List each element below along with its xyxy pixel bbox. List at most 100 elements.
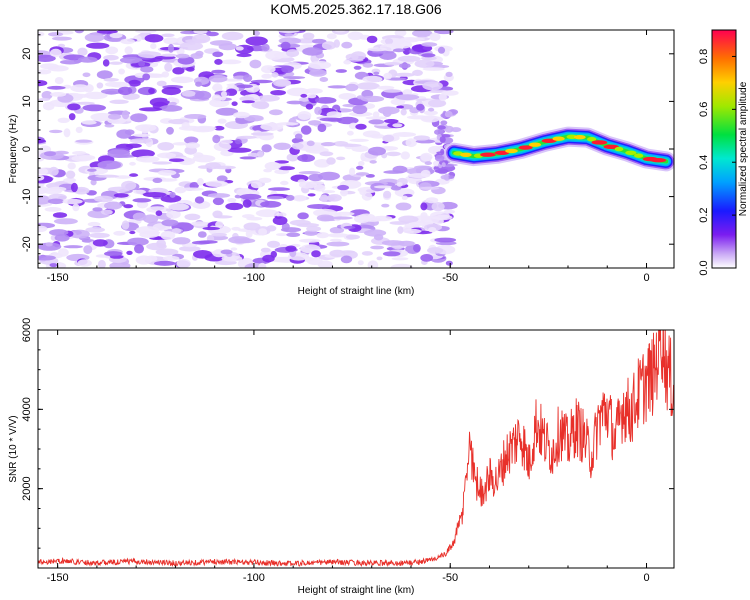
noise-speckle bbox=[195, 81, 202, 87]
noise-speckle bbox=[306, 140, 315, 147]
noise-speckle bbox=[166, 97, 177, 102]
noise-speckle bbox=[389, 221, 410, 225]
noise-speckle bbox=[104, 124, 115, 128]
noise-speckle bbox=[135, 155, 160, 163]
noise-speckle bbox=[44, 151, 56, 157]
noise-speckle bbox=[285, 194, 295, 201]
noise-speckle bbox=[420, 169, 431, 178]
noise-speckle bbox=[261, 43, 270, 52]
noise-speckle bbox=[220, 139, 233, 144]
noise-speckle-layer bbox=[38, 30, 462, 268]
noise-speckle bbox=[77, 56, 98, 63]
noise-speckle bbox=[131, 149, 155, 158]
noise-speckle bbox=[242, 199, 252, 208]
noise-speckle bbox=[85, 227, 105, 233]
noise-speckle bbox=[121, 220, 130, 230]
noise-speckle bbox=[400, 108, 407, 116]
noise-speckle bbox=[428, 99, 447, 108]
noise-speckle bbox=[84, 91, 108, 100]
noise-speckle bbox=[286, 100, 304, 105]
noise-speckle bbox=[311, 38, 327, 44]
noise-speckle bbox=[440, 175, 449, 180]
noise-speckle bbox=[335, 69, 347, 73]
noise-speckle bbox=[48, 166, 59, 176]
noise-speckle bbox=[405, 138, 417, 148]
noise-speckle bbox=[161, 33, 175, 38]
noise-speckle bbox=[445, 260, 453, 266]
noise-speckle bbox=[280, 180, 289, 186]
noise-speckle bbox=[383, 170, 404, 174]
noise-speckle bbox=[104, 251, 123, 257]
noise-speckle bbox=[194, 90, 212, 100]
noise-speckle bbox=[225, 202, 244, 211]
noise-speckle bbox=[334, 30, 346, 33]
noise-speckle bbox=[395, 94, 420, 101]
noise-speckle bbox=[368, 119, 385, 125]
noise-speckle bbox=[246, 216, 263, 221]
noise-speckle bbox=[135, 30, 157, 34]
noise-speckle bbox=[362, 62, 374, 68]
noise-speckle bbox=[161, 219, 179, 227]
noise-speckle bbox=[261, 73, 273, 79]
noise-speckle bbox=[117, 86, 133, 96]
noise-speckle bbox=[38, 255, 56, 261]
noise-speckle bbox=[68, 113, 76, 121]
noise-speckle bbox=[297, 179, 306, 184]
noise-speckle bbox=[218, 43, 237, 51]
noise-speckle bbox=[124, 46, 133, 55]
noise-speckle bbox=[382, 134, 395, 143]
noise-speckle bbox=[376, 256, 383, 261]
noise-speckle bbox=[239, 193, 262, 200]
noise-speckle bbox=[95, 174, 120, 178]
noise-speckle bbox=[144, 34, 164, 43]
noise-speckle bbox=[355, 172, 370, 176]
noise-speckle bbox=[398, 63, 411, 69]
noise-speckle bbox=[234, 194, 242, 199]
noise-speckle bbox=[255, 209, 280, 218]
noise-speckle bbox=[159, 105, 183, 112]
noise-speckle bbox=[390, 263, 414, 268]
noise-speckle bbox=[355, 123, 367, 130]
noise-speckle bbox=[361, 251, 373, 256]
noise-speckle bbox=[161, 86, 181, 96]
noise-speckle bbox=[168, 43, 174, 53]
noise-speckle bbox=[101, 209, 113, 215]
noise-speckle bbox=[280, 227, 302, 233]
noise-speckle bbox=[337, 184, 349, 191]
noise-speckle bbox=[321, 41, 337, 50]
noise-speckle bbox=[50, 92, 67, 97]
noise-speckle bbox=[256, 151, 264, 158]
signal-hotspot bbox=[650, 158, 667, 163]
noise-speckle bbox=[306, 226, 322, 232]
signal-hotspot bbox=[587, 137, 597, 142]
noise-speckle bbox=[377, 85, 395, 90]
noise-speckle bbox=[142, 192, 167, 198]
noise-speckle bbox=[340, 255, 353, 264]
noise-speckle bbox=[300, 93, 308, 98]
noise-speckle bbox=[381, 203, 390, 208]
noise-speckle bbox=[189, 182, 199, 190]
noise-speckle bbox=[63, 128, 71, 138]
noise-speckle bbox=[213, 142, 232, 152]
noise-speckle bbox=[392, 123, 403, 128]
noise-speckle bbox=[155, 248, 179, 256]
noise-speckle bbox=[278, 166, 295, 171]
noise-speckle bbox=[440, 120, 448, 126]
noise-speckle bbox=[281, 65, 294, 73]
noise-speckle bbox=[135, 226, 160, 235]
signal-hotspot bbox=[573, 135, 586, 140]
noise-speckle bbox=[75, 126, 83, 134]
snr-series-line bbox=[38, 330, 674, 568]
signal-hotspot bbox=[528, 142, 542, 147]
noise-speckle bbox=[298, 97, 310, 102]
noise-speckle bbox=[121, 110, 130, 120]
noise-speckle bbox=[369, 134, 385, 139]
noise-speckle bbox=[46, 85, 66, 90]
noise-speckle bbox=[70, 84, 90, 93]
noise-speckle bbox=[447, 175, 455, 180]
noise-speckle bbox=[96, 70, 113, 80]
snr-x-ticks: -150 -100 -50 0 bbox=[47, 330, 650, 584]
noise-speckle bbox=[364, 229, 387, 237]
noise-speckle bbox=[197, 178, 204, 186]
noise-speckle bbox=[260, 247, 271, 253]
